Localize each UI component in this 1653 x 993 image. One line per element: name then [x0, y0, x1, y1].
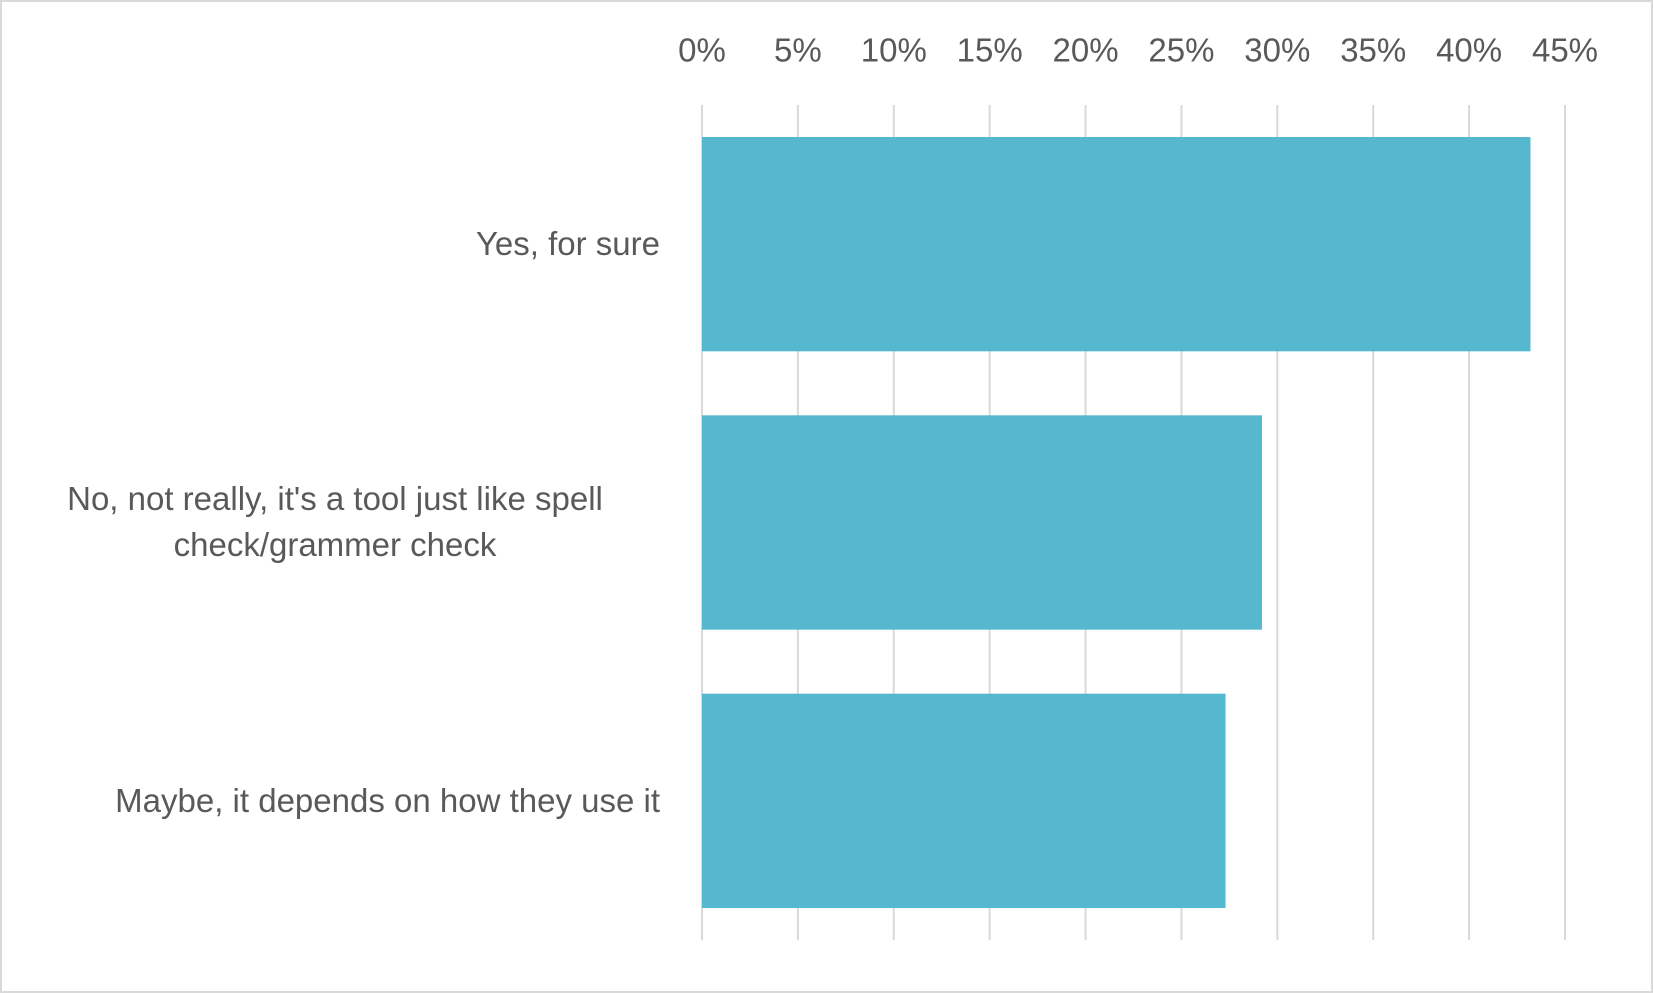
bar: [702, 415, 1262, 630]
category-label-box: Maybe, it depends on how they use it: [0, 662, 660, 940]
y-tick-label: No, not really, it's a tool just like sp…: [67, 480, 603, 564]
category-label-wrap: Maybe, it depends on how they use it: [0, 662, 660, 940]
x-tick-label: 25%: [1148, 32, 1214, 69]
x-tick-label: 5%: [774, 32, 822, 69]
x-tick-label: 40%: [1436, 32, 1502, 69]
y-tick-label: Yes, for sure: [475, 224, 660, 262]
bar: [702, 693, 1226, 908]
x-tick-label: 30%: [1244, 32, 1310, 69]
x-tick-label: 35%: [1340, 32, 1406, 69]
category-label-box: Yes, for sure: [0, 105, 660, 383]
x-tick-label: 15%: [957, 32, 1023, 69]
category-label-wrap: Yes, for sure: [0, 105, 660, 383]
y-tick-label: Maybe, it depends on how they use it: [115, 781, 660, 819]
bar: [702, 137, 1531, 352]
x-tick-label: 45%: [1532, 32, 1598, 69]
x-tick-label: 0%: [678, 32, 726, 69]
category-label-wrap: No, not really, it's a tool just like sp…: [0, 383, 660, 661]
category-label-box: No, not really, it's a tool just like sp…: [0, 383, 660, 661]
x-tick-label: 20%: [1053, 32, 1119, 69]
x-tick-label: 10%: [861, 32, 927, 69]
